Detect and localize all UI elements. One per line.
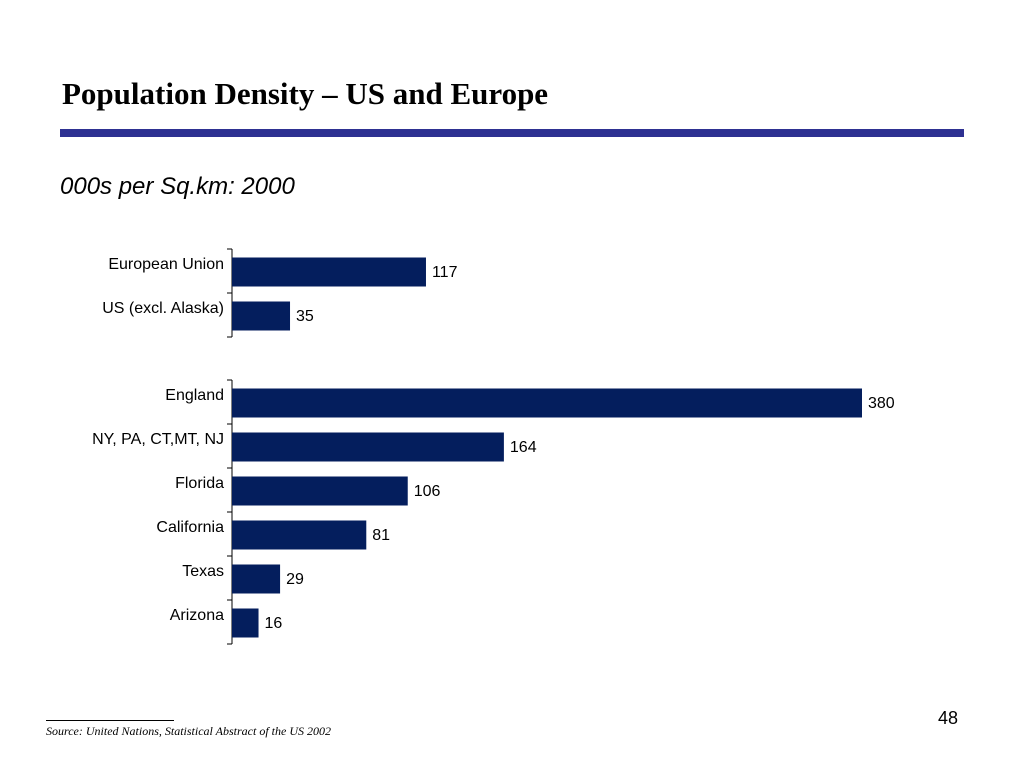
bar bbox=[232, 257, 426, 287]
bar bbox=[232, 388, 862, 418]
data-label: 16 bbox=[265, 615, 283, 632]
category-label: England bbox=[165, 387, 224, 404]
category-label: European Union bbox=[108, 256, 224, 273]
bar bbox=[232, 608, 259, 638]
bar bbox=[232, 564, 281, 594]
title-underline bbox=[60, 129, 964, 137]
page-number: 48 bbox=[938, 708, 959, 728]
category-label: Arizona bbox=[170, 607, 224, 624]
data-label: 81 bbox=[372, 527, 390, 544]
bar bbox=[232, 476, 408, 506]
data-label: 29 bbox=[286, 571, 304, 588]
population-density-bar-chart: European Union 117 US (excl. Alaska) 35 Engl… bbox=[92, 248, 895, 645]
slide-title: Population Density – US and Europe bbox=[62, 76, 549, 111]
category-label: NY, PA, CT,MT, NJ bbox=[92, 431, 224, 448]
source-note: Source: United Nations, Statistical Abst… bbox=[46, 724, 331, 738]
category-label: Florida bbox=[175, 475, 224, 492]
bar bbox=[232, 301, 291, 331]
data-label: 380 bbox=[868, 395, 895, 412]
data-label: 35 bbox=[296, 308, 314, 325]
category-label: US (excl. Alaska) bbox=[102, 300, 224, 317]
source-divider bbox=[46, 720, 174, 721]
chart-subtitle: 000s per Sq.km: 2000 bbox=[60, 173, 295, 200]
data-label: 117 bbox=[432, 264, 458, 281]
data-label: 164 bbox=[510, 439, 537, 456]
bar bbox=[232, 520, 367, 550]
data-label: 106 bbox=[414, 483, 441, 500]
category-label: California bbox=[156, 519, 224, 536]
bar bbox=[232, 432, 504, 462]
category-label: Texas bbox=[182, 563, 224, 580]
